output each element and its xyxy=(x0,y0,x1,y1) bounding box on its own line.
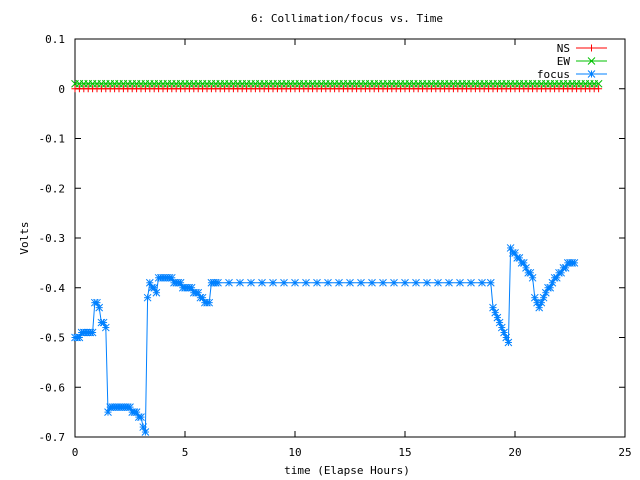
x-tick-label: 25 xyxy=(618,446,631,459)
y-tick-label: 0 xyxy=(58,83,65,96)
data-point xyxy=(478,278,486,287)
data-point xyxy=(456,278,464,287)
x-axis: 0 5 10 15 20 25 xyxy=(72,39,632,459)
legend-marker xyxy=(588,44,595,52)
data-point xyxy=(412,278,420,287)
data-point xyxy=(346,278,354,287)
data-point xyxy=(141,428,150,436)
data-point xyxy=(313,278,321,287)
data-point xyxy=(467,278,475,287)
data-point xyxy=(101,323,110,332)
legend-marker xyxy=(587,57,596,65)
data-point xyxy=(258,278,266,287)
data-point xyxy=(594,79,603,88)
chart-title: 6: Collimation/focus vs. Time xyxy=(251,12,443,25)
data-point xyxy=(95,303,104,312)
y-tick-label: -0.7 xyxy=(39,431,66,444)
x-axis-label: time (Elapse Hours) xyxy=(284,464,410,477)
data-point xyxy=(280,278,288,287)
legend-label: NS xyxy=(557,42,570,55)
y-tick-label: -0.4 xyxy=(39,282,66,295)
data-point xyxy=(504,338,513,347)
data-point xyxy=(143,293,152,302)
data-point xyxy=(247,278,255,287)
legend-marker xyxy=(587,70,596,78)
data-point xyxy=(302,278,310,287)
series-line xyxy=(75,247,575,433)
series-focus xyxy=(71,244,579,436)
data-point xyxy=(595,85,603,93)
data-point xyxy=(434,278,442,287)
data-point xyxy=(88,328,97,337)
y-tick-label: -0.2 xyxy=(39,182,66,195)
series-layer xyxy=(71,79,603,436)
data-point xyxy=(269,278,277,287)
x-tick-label: 10 xyxy=(288,446,301,459)
plot-frame xyxy=(74,38,626,438)
data-point xyxy=(291,278,299,287)
x-tick-label: 20 xyxy=(508,446,521,459)
data-point xyxy=(137,413,145,421)
data-point xyxy=(528,273,537,282)
y-tick-label: -0.5 xyxy=(39,332,66,345)
data-point xyxy=(570,259,579,267)
data-point xyxy=(236,278,244,287)
y-axis-label: Volts xyxy=(18,221,31,254)
y-tick-label: -0.6 xyxy=(39,381,66,394)
data-point xyxy=(357,278,365,287)
data-point xyxy=(335,278,343,287)
data-point xyxy=(225,278,233,287)
y-tick-label: 0.1 xyxy=(45,33,65,46)
y-tick-label: -0.3 xyxy=(39,232,66,245)
y-axis: 0.1 0 -0.1 -0.2 -0.3 -0.4 -0.5 -0.6 -0.7 xyxy=(39,33,625,444)
legend-label: focus xyxy=(537,68,570,81)
series-ns xyxy=(71,85,603,93)
data-point xyxy=(390,278,398,287)
data-point xyxy=(368,278,376,287)
x-tick-label: 15 xyxy=(398,446,411,459)
series-ew xyxy=(71,79,603,88)
y-tick-label: -0.1 xyxy=(39,133,66,146)
data-point xyxy=(205,298,214,307)
legend-label: EW xyxy=(557,55,571,68)
data-point xyxy=(324,278,332,287)
data-point xyxy=(379,278,387,287)
data-point xyxy=(401,278,409,287)
data-point xyxy=(214,278,222,287)
data-point xyxy=(152,288,161,297)
data-point xyxy=(445,278,453,287)
data-point xyxy=(423,278,431,287)
x-tick-label: 5 xyxy=(182,446,189,459)
data-point xyxy=(486,278,495,287)
x-tick-label: 0 xyxy=(72,446,79,459)
